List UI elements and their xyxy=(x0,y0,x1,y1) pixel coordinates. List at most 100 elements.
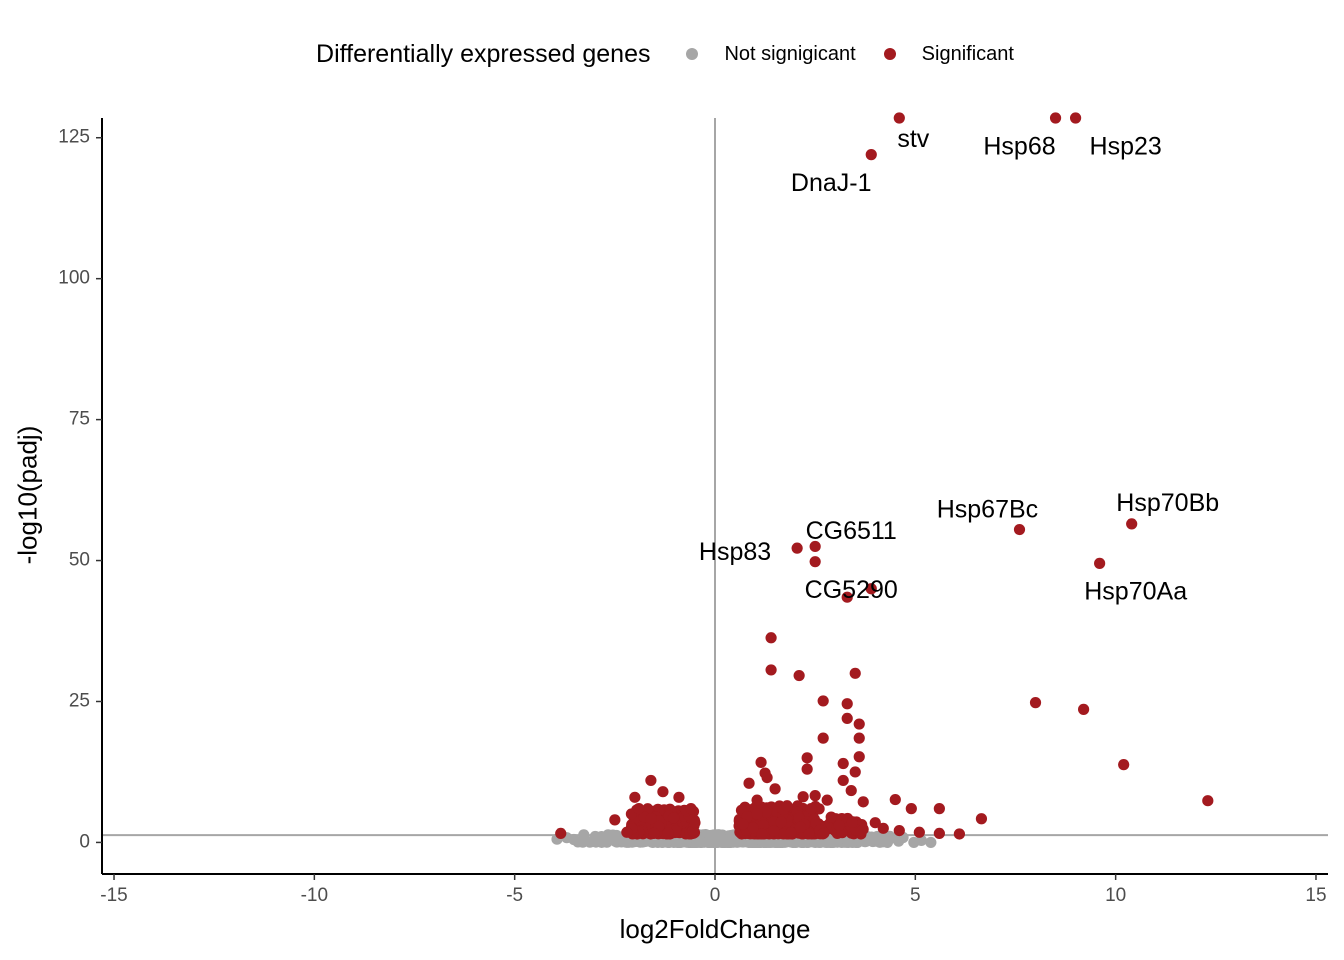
point-significant xyxy=(833,819,845,832)
point-significant xyxy=(657,786,669,798)
point-significant xyxy=(633,803,645,815)
point-cg5290 xyxy=(841,591,853,603)
point-significant xyxy=(841,712,853,725)
point-significant xyxy=(760,806,772,818)
significant-points xyxy=(555,112,1214,840)
point-significant xyxy=(846,816,858,829)
point-cg6511 xyxy=(809,540,821,553)
point-significant xyxy=(775,816,787,828)
gene-label-hsp23: Hsp23 xyxy=(1090,132,1162,160)
legend: Differentially expressed genes Not signi… xyxy=(0,36,1344,72)
point-significant xyxy=(1202,795,1214,807)
y-tick-label: 0 xyxy=(79,831,90,852)
point-significant xyxy=(765,664,777,676)
point-significant xyxy=(857,796,869,808)
point-hsp67bc xyxy=(1013,523,1026,536)
point-significant xyxy=(755,756,767,768)
point-significant xyxy=(837,757,849,770)
point-significant xyxy=(743,777,755,789)
point-significant xyxy=(673,791,685,803)
point-significant xyxy=(785,827,797,839)
point-significant xyxy=(953,828,965,840)
x-tick-label: -5 xyxy=(506,885,523,906)
x-tick-label: 5 xyxy=(910,885,921,906)
gene-label-hsp70aa: Hsp70Aa xyxy=(1084,577,1187,605)
point-significant xyxy=(621,826,633,838)
gene-label-hsp68: Hsp68 xyxy=(983,132,1055,160)
legend-title: Differentially expressed genes xyxy=(316,39,651,68)
point-not-significant xyxy=(908,836,920,849)
y-axis-title: -log10(padj) xyxy=(12,425,43,565)
point-dnaj-1 xyxy=(865,149,877,161)
point-significant xyxy=(1078,703,1090,715)
point-significant xyxy=(765,632,777,644)
point-hsp70aa xyxy=(1094,557,1106,569)
point-significant xyxy=(781,800,793,812)
point-significant xyxy=(905,803,917,815)
point-significant xyxy=(817,828,829,840)
point-significant xyxy=(803,828,815,840)
point-significant xyxy=(756,828,768,840)
point-significant xyxy=(747,822,759,834)
y-tick-label: 75 xyxy=(69,409,90,430)
point-significant xyxy=(751,794,763,806)
point-significant xyxy=(817,732,829,744)
point-significant xyxy=(869,817,881,829)
legend-item-significant: Significant xyxy=(883,43,1014,66)
gene-label-hsp83: Hsp83 xyxy=(699,538,771,566)
point-not-significant xyxy=(585,836,597,848)
x-tick-label: 0 xyxy=(710,885,721,906)
point-significant xyxy=(757,819,769,831)
y-tick-label: 125 xyxy=(58,127,90,148)
point-stv xyxy=(893,112,905,124)
point-not-significant xyxy=(925,836,937,849)
x-axis-title: log2FoldChange xyxy=(619,914,811,944)
legend-key-not-significant xyxy=(686,48,699,60)
y-tick-label: 50 xyxy=(69,550,90,571)
point-significant xyxy=(769,783,781,795)
point-significant xyxy=(648,827,660,839)
point-significant xyxy=(809,790,821,802)
point-significant xyxy=(629,791,641,803)
point-not-significant xyxy=(578,829,590,841)
point-significant xyxy=(865,583,877,595)
point-significant xyxy=(817,695,829,707)
point-significant xyxy=(809,556,821,568)
point-significant xyxy=(689,817,701,829)
point-hsp68 xyxy=(1049,112,1062,124)
gene-label-cg6511: CG6511 xyxy=(806,517,897,545)
point-significant xyxy=(975,813,988,825)
gene-labels: stv Hsp68 Hsp23 DnaJ-1 Hsp70Bb Hsp67Bc CG6511 H… xyxy=(699,125,1219,605)
point-significant xyxy=(768,825,780,837)
point-significant xyxy=(645,774,657,787)
point-hsp70bb xyxy=(1126,518,1138,530)
x-tick-label: -10 xyxy=(301,885,328,906)
point-significant xyxy=(685,803,697,815)
point-not-significant xyxy=(893,834,905,846)
point-significant xyxy=(793,669,805,682)
point-not-significant xyxy=(874,833,886,845)
point-significant xyxy=(797,791,809,803)
point-hsp23 xyxy=(1069,112,1082,124)
point-significant xyxy=(893,824,905,837)
point-significant xyxy=(853,718,865,730)
point-significant xyxy=(555,827,567,840)
point-significant xyxy=(877,822,889,834)
point-significant xyxy=(751,808,763,820)
point-significant xyxy=(841,698,853,710)
point-hsp83 xyxy=(791,542,803,554)
point-significant xyxy=(821,794,833,806)
point-significant xyxy=(889,793,901,806)
point-significant xyxy=(737,818,749,830)
point-significant xyxy=(645,813,657,825)
point-significant xyxy=(825,811,837,823)
point-significant xyxy=(1118,759,1130,771)
point-significant xyxy=(845,784,857,797)
point-significant xyxy=(933,827,945,840)
point-significant xyxy=(805,803,817,815)
point-significant xyxy=(662,827,674,839)
point-significant xyxy=(933,803,945,815)
y-tick-label: 25 xyxy=(69,691,90,712)
legend-item-not-significant: Not signigicant xyxy=(686,43,856,66)
